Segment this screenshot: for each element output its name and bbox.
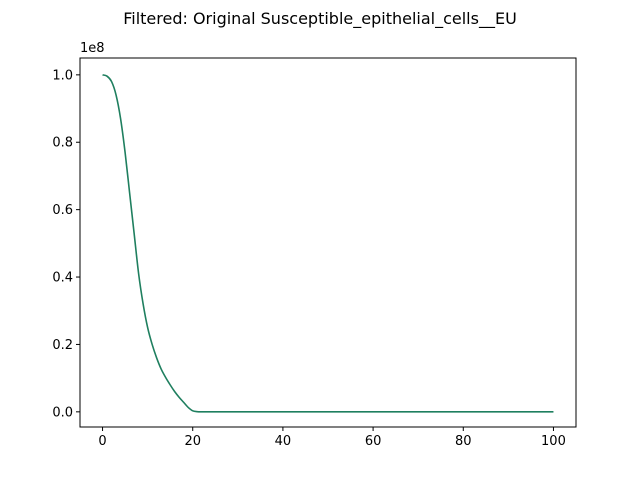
plot-frame [79, 57, 577, 428]
plot-area [79, 57, 577, 428]
x-tick-label: 100 [541, 434, 566, 449]
y-offset-label: 1e8 [80, 41, 105, 56]
x-tick-label: 60 [365, 434, 382, 449]
y-tick-label: 0.4 [52, 271, 73, 286]
series-line [102, 74, 554, 413]
chart-title: Filtered: Original Susceptible_epithelia… [123, 9, 517, 29]
x-axis: 0 20 40 60 80 100 [98, 427, 566, 449]
x-tick-label: 0 [98, 434, 106, 449]
x-tick-label: 20 [184, 434, 201, 449]
x-tick-label: 40 [275, 434, 292, 449]
y-tick-label: 0.8 [52, 136, 73, 151]
y-tick-label: 0.0 [52, 405, 73, 420]
y-tick-label: 1.0 [52, 68, 73, 83]
series-layer [102, 74, 554, 413]
x-tick-label: 80 [455, 434, 472, 449]
y-tick-label: 0.2 [52, 338, 73, 353]
y-tick-label: 0.6 [52, 203, 73, 218]
y-axis: 0.0 0.2 0.4 0.6 0.8 1.0 [52, 68, 80, 420]
